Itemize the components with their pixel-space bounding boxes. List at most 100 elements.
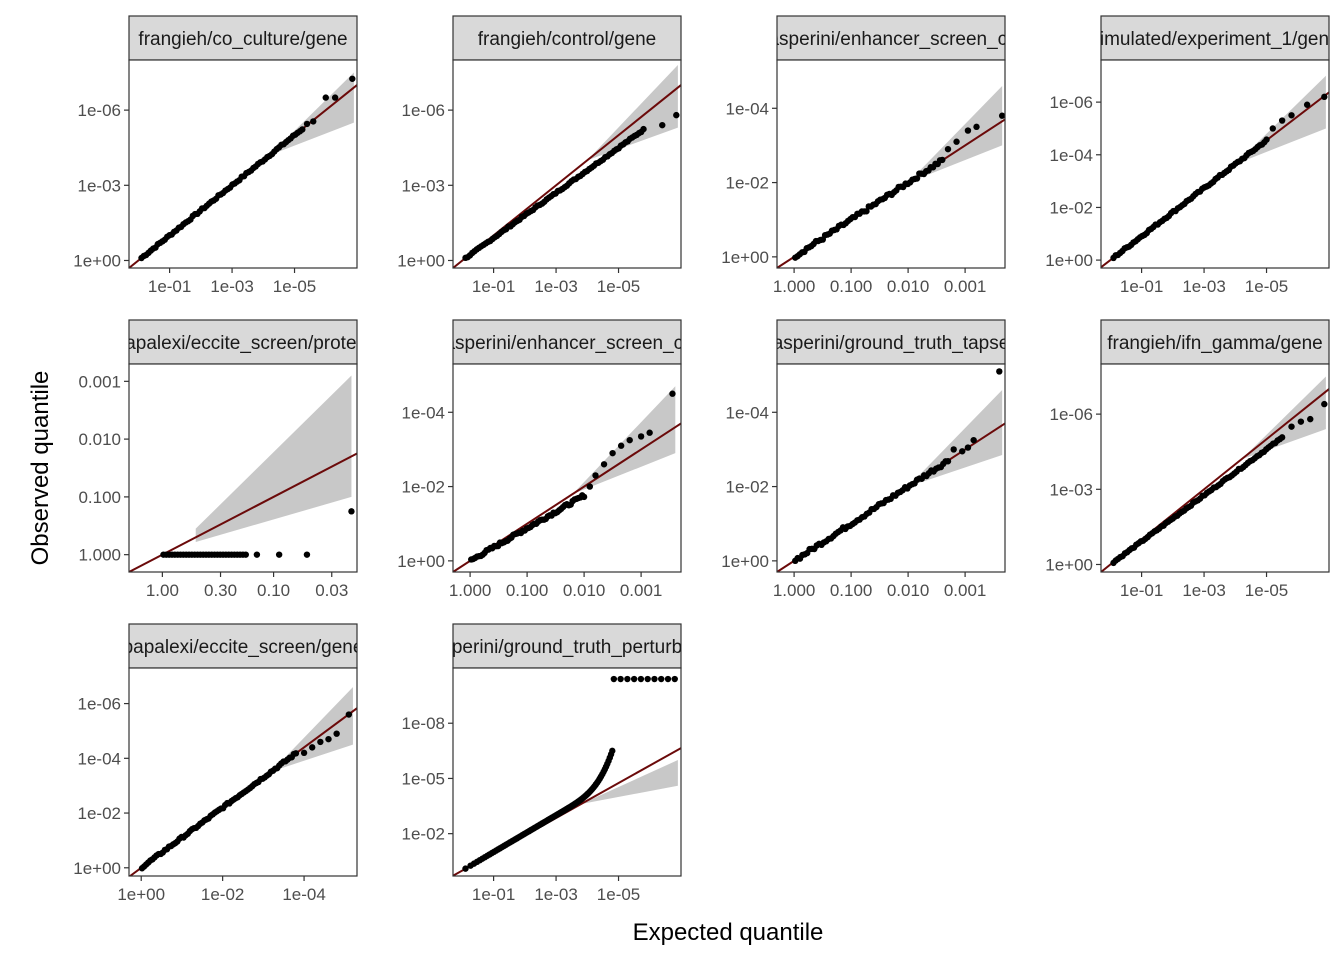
plot-area <box>453 364 681 572</box>
y-tick-label: 1e-04 <box>78 749 121 768</box>
data-point <box>644 675 651 683</box>
data-point <box>1288 112 1295 119</box>
data-point <box>1303 101 1311 108</box>
y-tick-label: 1e+00 <box>1045 555 1093 574</box>
x-tick-label: 1e-05 <box>1245 277 1288 296</box>
facet-strip-label: gasperini/enhancer_screen_chr <box>434 333 701 354</box>
confidence-band <box>908 86 1003 183</box>
x-tick-label: 0.010 <box>563 581 606 600</box>
x-tick-label: 0.001 <box>944 277 987 296</box>
x-tick-label: 0.001 <box>944 581 987 600</box>
y-tick-label: 1e-06 <box>1050 405 1093 424</box>
facet-strip <box>128 15 358 61</box>
data-point <box>646 429 653 436</box>
y-tick-label: 0.010 <box>78 430 121 449</box>
data-point <box>1269 125 1276 132</box>
panel-border <box>452 363 682 573</box>
x-tick-label: 0.30 <box>204 581 237 600</box>
data-point <box>1321 400 1328 408</box>
confidence-band <box>581 760 678 805</box>
facet-panel: papalexi/eccite_screen/gene 1e+00 1e-02 1e-… <box>73 623 358 904</box>
data-point <box>953 138 960 145</box>
y-tick-label: 1e-05 <box>402 769 445 788</box>
data-point <box>309 744 316 751</box>
y-tick-label: 1e-02 <box>78 804 121 823</box>
x-tick-label: 1.00 <box>146 581 179 600</box>
x-tick-label: 1e-05 <box>273 277 316 296</box>
confidence-band <box>269 72 354 156</box>
data-point <box>1278 434 1286 441</box>
data-point <box>659 121 666 129</box>
confidence-band <box>908 390 1003 487</box>
data-point <box>303 551 311 558</box>
facet-strip <box>128 319 358 365</box>
x-tick-label: 1e-03 <box>210 277 253 296</box>
data-point <box>586 483 593 490</box>
y-tick-label: 0.001 <box>78 372 121 391</box>
plot-area <box>777 364 1005 572</box>
data-point <box>651 675 658 683</box>
y-tick-label: 1e+00 <box>1045 251 1093 270</box>
y-tick-label: 1.000 <box>78 546 121 565</box>
x-tick-label: 0.010 <box>887 277 930 296</box>
plot-area <box>1101 60 1329 268</box>
data-point <box>673 111 680 119</box>
panel-border <box>128 363 358 573</box>
data-point <box>637 433 645 440</box>
data-point <box>1297 418 1305 425</box>
data-point <box>671 675 678 683</box>
data-point <box>609 747 616 755</box>
data-point <box>1307 415 1314 423</box>
data-point <box>325 735 332 743</box>
x-tick-label: 1.000 <box>773 277 816 296</box>
data-point <box>973 123 980 131</box>
panel-border <box>128 667 358 877</box>
panel-border <box>452 59 682 269</box>
confidence-band <box>587 65 678 161</box>
x-tick-label: 1e-03 <box>534 277 577 296</box>
data-point <box>592 472 599 479</box>
x-axis-title: Expected quantile <box>633 919 824 946</box>
data-point <box>944 458 952 465</box>
facet-strip-label: gasperini/enhancer_screen_chr <box>758 29 1025 50</box>
data-point <box>964 444 972 451</box>
y-tick-label: 1e-02 <box>726 174 769 193</box>
facet-panel: gasperini/ground_truth_tapseq 1e+00 1e-02 1… <box>721 319 1020 600</box>
panel-border <box>128 59 358 269</box>
data-point <box>863 208 870 215</box>
data-point <box>640 125 647 133</box>
y-tick-label: 1e-03 <box>1050 480 1093 499</box>
facet-panel: frangieh/co_culture/gene 1e+00 1e-03 1e-06 1… <box>73 15 358 296</box>
y-tick-label: 1e-02 <box>402 825 445 844</box>
data-point <box>617 442 625 449</box>
data-point <box>317 738 324 746</box>
y-tick-label: 1e-08 <box>402 714 445 733</box>
panel-border <box>1100 363 1330 573</box>
y-tick-label: 1e-02 <box>726 478 769 497</box>
y-tick-label: 1e-02 <box>402 478 445 497</box>
data-point <box>617 675 624 683</box>
y-tick-label: 1e+00 <box>721 552 769 571</box>
data-point <box>322 94 329 101</box>
data-point <box>664 675 672 683</box>
data-point <box>626 436 633 444</box>
x-tick-label: 1e-01 <box>1120 581 1163 600</box>
facet-panels: frangieh/co_culture/gene 1e+00 1e-03 1e-06 1… <box>73 15 1330 904</box>
y-tick-label: 1e-03 <box>402 176 445 195</box>
x-tick-label: 1e-03 <box>1182 581 1225 600</box>
x-tick-label: 0.100 <box>830 277 873 296</box>
facet-strip-label: gasperini/ground_truth_tapseq <box>762 333 1020 354</box>
y-axis-title: Observed quantile <box>27 371 54 566</box>
x-tick-label: 0.03 <box>315 581 348 600</box>
data-point <box>970 436 977 444</box>
y-tick-label: 1e+00 <box>397 552 445 571</box>
facet-panel: papalexi/eccite_screen/protein1.0000.100… <box>78 319 358 600</box>
x-tick-label: 1e-01 <box>472 885 515 904</box>
facet-strip <box>452 623 682 669</box>
x-tick-label: 1e-05 <box>597 277 640 296</box>
data-point <box>349 75 356 82</box>
facet-panel: gasperini/ground_truth_perturbseq 1e-02 1e… <box>402 623 682 904</box>
data-point <box>310 118 317 125</box>
facet-strip-label: frangieh/control/gene <box>478 29 657 50</box>
